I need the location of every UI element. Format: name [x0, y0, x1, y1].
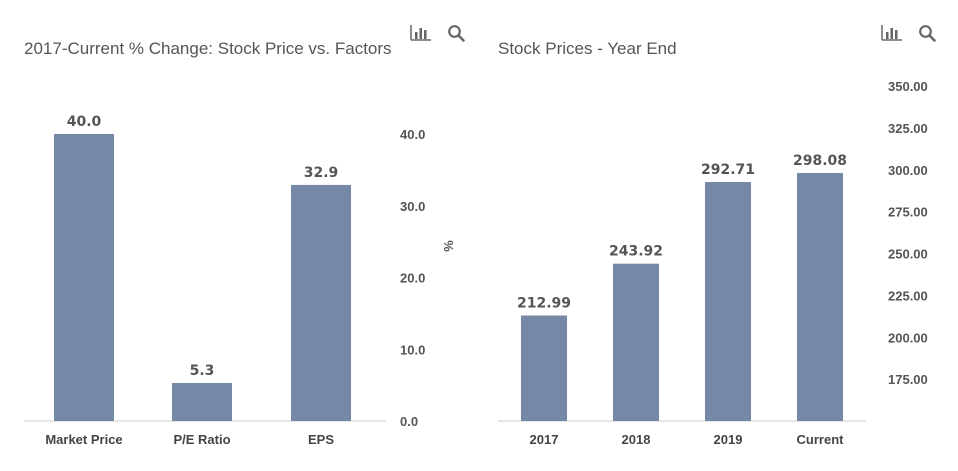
bar-2018[interactable] [613, 263, 659, 421]
data-label: 40.0 [67, 114, 102, 130]
chart-title: Stock Prices - Year End [498, 39, 677, 58]
data-label: 298.08 [793, 153, 847, 169]
x-tick-label: Current [797, 432, 845, 447]
chart-marks: 40.0 Market Price 5.3 P/E Ratio 32.9 EPS 0.0 10… [24, 114, 425, 447]
chart-marks: 212.99 2017 243.92 2018 292.71 2019 298.08 Curr… [498, 79, 928, 447]
data-label: 292.71 [701, 162, 755, 178]
bar-chart-icon[interactable] [410, 24, 432, 42]
x-tick-label: P/E Ratio [173, 432, 230, 447]
data-label: 212.99 [517, 295, 571, 311]
y-tick-label: 10.0 [400, 342, 425, 357]
x-tick-label: 2019 [714, 432, 743, 447]
y-tick-label: 0.0 [400, 414, 418, 429]
bar-2017[interactable] [521, 315, 567, 421]
bar-chart-icon[interactable] [881, 24, 903, 42]
bar-p-e-ratio[interactable] [172, 382, 232, 421]
y-tick-label: 175.00 [888, 372, 928, 387]
y-axis-label: % [441, 240, 456, 252]
y-tick-label: 200.00 [888, 330, 928, 345]
y-tick-label: 250.00 [888, 247, 928, 262]
x-tick-label: 2018 [622, 432, 651, 447]
y-tick-label: 225.00 [888, 288, 928, 303]
search-icon[interactable] [919, 25, 937, 43]
bar-current[interactable] [797, 172, 843, 421]
y-tick-label: 20.0 [400, 271, 425, 286]
chart-stock-vs-factors: 2017-Current % Change: Stock Price vs. F… [24, 24, 466, 447]
x-tick-label: 2017 [530, 432, 559, 447]
search-icon[interactable] [448, 25, 466, 43]
bar-2019[interactable] [705, 181, 751, 421]
y-tick-label: 275.00 [888, 205, 928, 220]
data-label: 5.3 [190, 363, 215, 379]
y-tick-label: 300.00 [888, 163, 928, 178]
x-tick-label: Market Price [45, 432, 122, 447]
x-tick-label: EPS [308, 432, 334, 447]
data-label: 32.9 [304, 165, 339, 181]
chart-stock-prices-year-end: Stock Prices - Year End 212.99 2017 243.92… [498, 24, 937, 447]
data-label: 243.92 [609, 244, 663, 260]
y-tick-label: 350.00 [888, 79, 928, 94]
y-tick-label: 40.0 [400, 127, 425, 142]
bar-eps[interactable] [291, 184, 351, 421]
y-tick-label: 325.00 [888, 121, 928, 136]
chart-title: 2017-Current % Change: Stock Price vs. F… [24, 39, 392, 58]
y-tick-label: 30.0 [400, 199, 425, 214]
bar-market-price[interactable] [54, 134, 114, 421]
